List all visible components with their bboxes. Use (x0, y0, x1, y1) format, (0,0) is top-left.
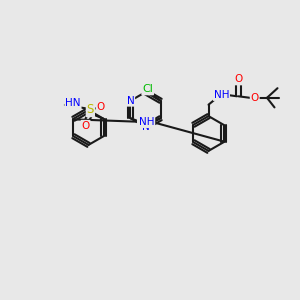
Text: N: N (142, 122, 149, 132)
Text: O: O (96, 102, 105, 112)
Text: O: O (250, 93, 259, 103)
Text: Cl: Cl (142, 84, 153, 94)
Text: O: O (81, 121, 90, 131)
Text: NH: NH (214, 90, 229, 100)
Text: NH: NH (139, 117, 154, 127)
Text: S: S (87, 103, 94, 116)
Text: HN: HN (65, 98, 81, 109)
Text: O: O (234, 74, 243, 85)
Text: HN: HN (138, 117, 153, 127)
Text: N: N (127, 96, 134, 106)
